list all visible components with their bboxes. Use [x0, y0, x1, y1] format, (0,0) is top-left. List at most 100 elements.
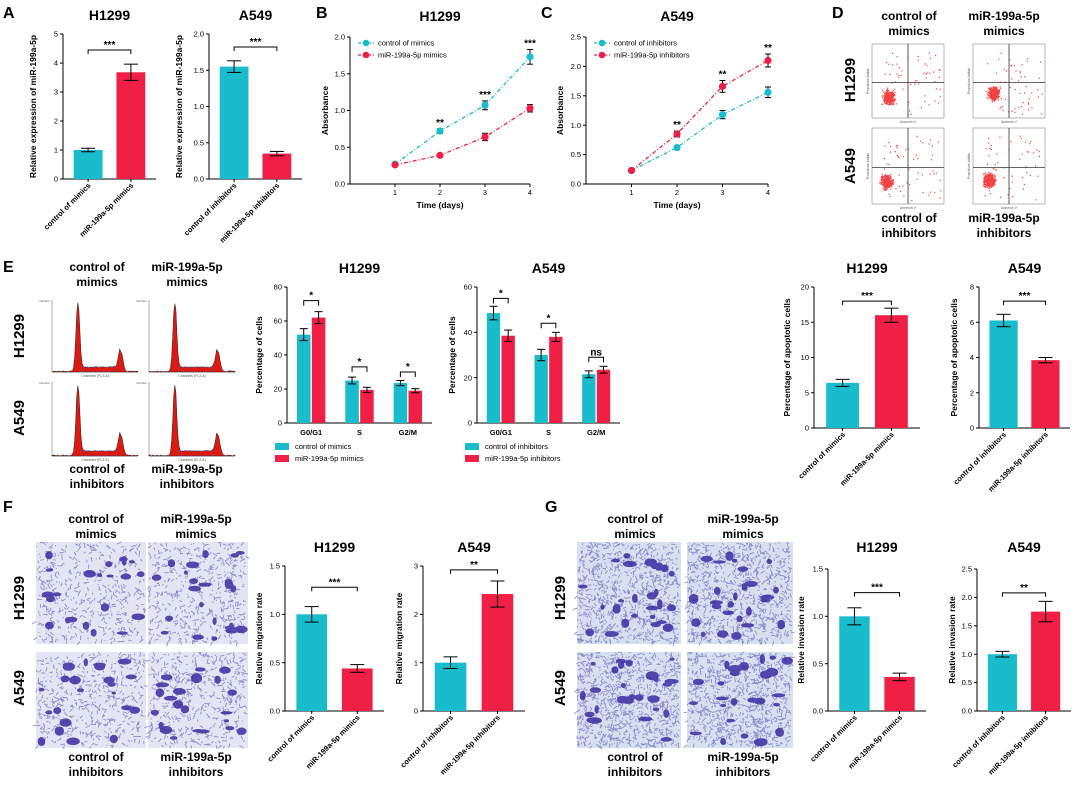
y-tick-label: 10	[801, 353, 809, 362]
label-control-mimics-line2: mimics	[75, 527, 117, 541]
bar	[582, 374, 596, 423]
panel-letter-b: B	[316, 5, 328, 22]
y-tick-label: 0	[970, 424, 974, 433]
legend-swatch	[275, 443, 289, 450]
bar	[987, 654, 1017, 711]
chart-title: A549	[1008, 260, 1042, 276]
significance-bracket	[351, 366, 368, 372]
chart-title: A549	[660, 8, 694, 24]
significance-label: ***	[871, 583, 883, 594]
significance-label: ***	[104, 40, 116, 51]
y-tick-label: 0	[414, 707, 418, 716]
y-tick-label: 1.0	[571, 121, 581, 130]
y-tick-label: 1.0	[813, 612, 823, 621]
significance-label: ***	[1019, 291, 1031, 302]
micrograph-texture	[572, 541, 681, 647]
hist-x-axis-label: Channels (FL2-A)	[178, 374, 206, 378]
legend-label: control of inhibitors	[485, 442, 548, 451]
significance-label: *	[499, 288, 503, 299]
panel-e-labels: control ofmimicsmiR-199a-5pmimicscontrol…	[11, 260, 223, 491]
data-point	[673, 130, 681, 138]
bar	[219, 66, 249, 179]
y-tick-label: 0.5	[335, 143, 345, 152]
chart-B: H1299 Absorbance 0.0 0.5 1.0 1.5 2.0 1 2 3 4 Time (…	[320, 8, 536, 210]
micrograph-texture	[573, 651, 682, 750]
hist-peaks	[51, 385, 139, 457]
label-control-inhibitors-line1: control of	[68, 750, 124, 764]
significance-bracket	[303, 300, 320, 306]
bar	[311, 317, 326, 423]
x-tick-label: control of mimics	[796, 430, 847, 481]
y-tick-label: 20	[274, 385, 282, 394]
significance-bracket	[853, 592, 901, 597]
y-tick-label: 1.5	[270, 562, 280, 571]
data-point	[718, 82, 727, 90]
hist-peaks	[51, 302, 139, 373]
bar	[534, 355, 548, 423]
label-mir-inhibitors-line2: inhibitors	[716, 765, 771, 779]
y-tick-label: 4	[970, 353, 974, 362]
row-label-h1299: H1299	[11, 314, 28, 358]
y-tick-label: 60	[464, 283, 472, 292]
data-point	[526, 104, 534, 112]
flow-events	[881, 52, 941, 116]
bar	[826, 382, 860, 428]
hist-s-phase	[177, 450, 214, 457]
flow-plot-h1299-control: Annexin V Propidium Iodide	[866, 43, 945, 124]
x-tick-label: 2	[438, 188, 442, 197]
legend-marker	[362, 51, 370, 59]
bar	[73, 150, 103, 179]
significance-label: ns	[590, 347, 602, 358]
label-mir-mimics-line1: miR-199a-5p	[151, 260, 222, 274]
data-point	[673, 143, 681, 152]
legend-marker	[598, 39, 606, 47]
hist-s-phase	[80, 366, 117, 373]
significance-bracket	[540, 322, 557, 329]
y-tick-label: 1.0	[335, 106, 345, 115]
panel-letter-c: C	[541, 5, 553, 22]
label-mir-mimics-line1: miR-199a-5p	[707, 512, 778, 526]
legend-swatch	[465, 443, 479, 450]
chart-title: H1299	[419, 8, 460, 24]
significance-bracket	[1001, 592, 1047, 597]
y-tick-label: 0.0	[571, 180, 581, 189]
chart-G2: A549 Relative invasion rate 0.0 0.5 1.0 1.5 2.…	[947, 539, 1071, 777]
bar	[1031, 360, 1060, 428]
chart-A2: A549 Relative expression of miR-199a-5p 0.…	[174, 7, 302, 245]
chart-title: A549	[532, 260, 566, 276]
panel-letter-d: D	[832, 5, 844, 22]
bar	[501, 335, 515, 423]
bar	[296, 334, 311, 423]
series-line	[631, 59, 769, 171]
significance-bracket	[233, 46, 278, 52]
legend-marker	[362, 39, 370, 47]
chart-title: H1299	[856, 539, 897, 555]
y-tick-label: 0.5	[813, 659, 823, 668]
y-tick-label: 20	[801, 283, 809, 292]
y-tick-label: 0.0	[813, 707, 823, 716]
y-axis-label: Percentage of apoptotic cells	[949, 298, 959, 416]
significance-label: **	[1020, 583, 1028, 594]
x-tick-label: G0/G1	[300, 428, 322, 437]
label-control-mimics-line2: mimics	[888, 24, 930, 38]
y-axis-label: Relative invasion rate	[796, 596, 806, 684]
histogram-h1299-mir: Channels (FL2-A) Number	[136, 299, 236, 378]
series-line	[631, 91, 769, 172]
y-axis-label: Percentage of cells	[447, 316, 457, 394]
label-mir-mimics-line2: mimics	[175, 527, 217, 541]
y-tick-label: 8	[970, 283, 974, 292]
label-control-inhibitors-line2: inhibitors	[608, 765, 663, 779]
series-line	[394, 107, 531, 166]
panel-f-labels: control ofmimicsmiR-199a-5pmimicscontrol…	[11, 512, 232, 779]
label-control-inhibitors-line2: inhibitors	[70, 477, 125, 491]
y-tick-label: 2.0	[194, 30, 204, 39]
micrograph-g-a549-mir	[683, 651, 796, 751]
label-control-inhibitors-line1: control of	[69, 462, 125, 476]
y-axis-label: Relative invasion rate	[947, 596, 957, 684]
data-point	[627, 166, 636, 175]
label-control-inhibitors-line1: control of	[607, 750, 663, 764]
legend-label: control of mimics	[378, 39, 435, 48]
